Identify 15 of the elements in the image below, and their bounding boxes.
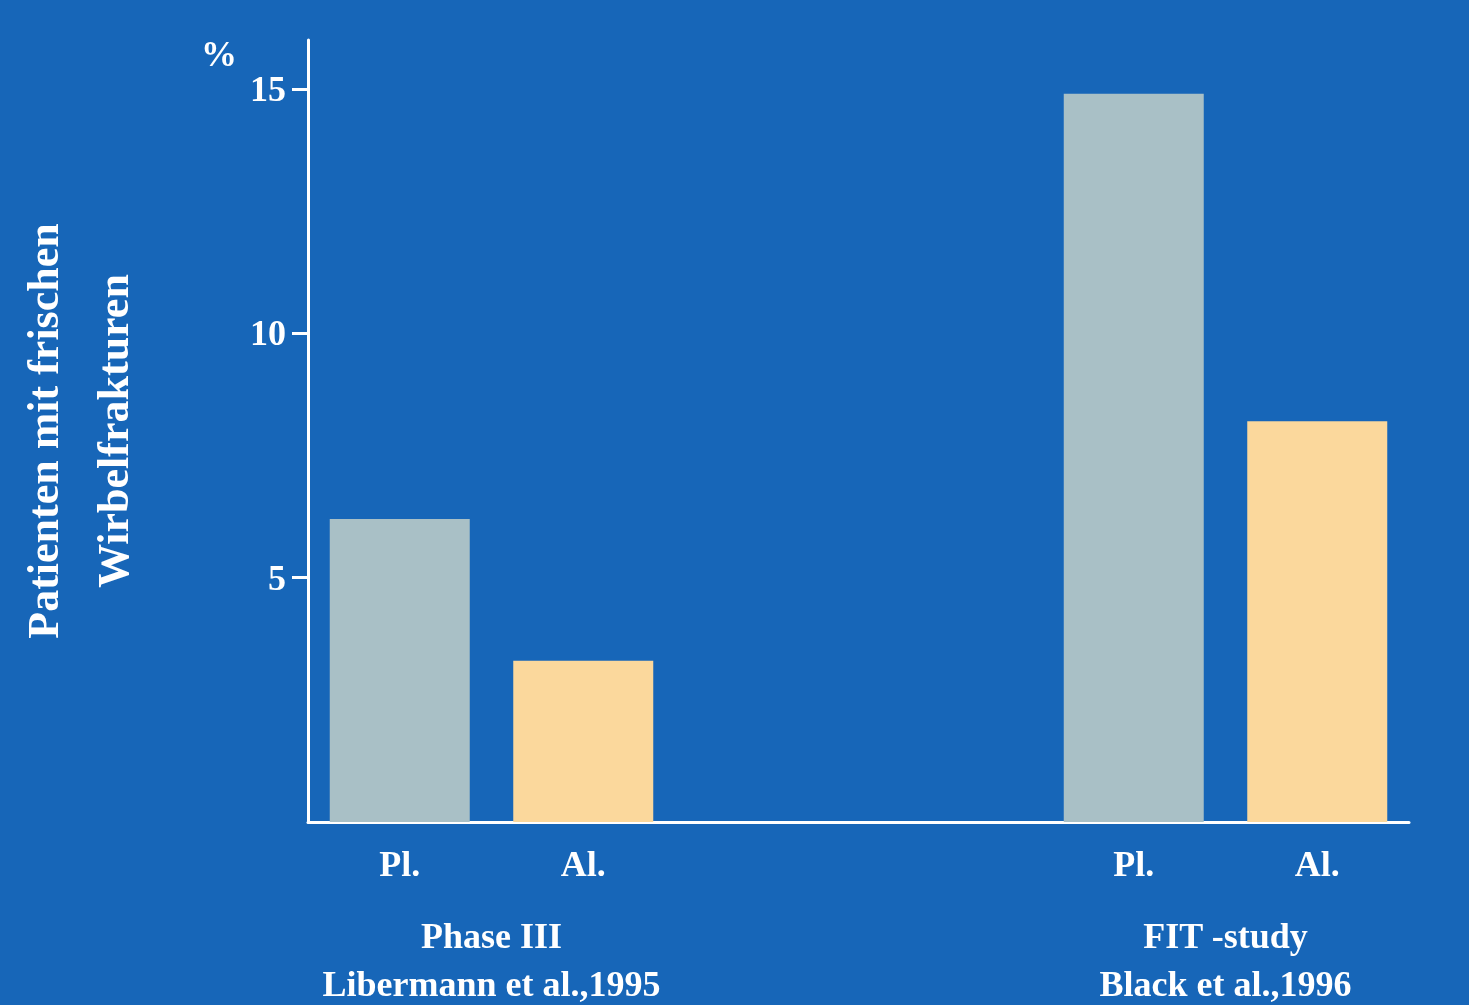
bar (513, 660, 654, 822)
y-tick-label: 10 (250, 313, 286, 354)
bar (1063, 93, 1204, 822)
y-axis-title: Patienten mit frischen Wirbelfrakturen (18, 223, 138, 639)
x-tick-label: Pl. (1113, 844, 1155, 884)
text: % (201, 34, 237, 74)
text: FIT -study Black et al.,1996 (1099, 916, 1352, 1004)
y-tick-label: 15 (250, 68, 286, 109)
x-tick-label: Al. (1294, 844, 1340, 884)
x-tick-label: Al. (560, 844, 606, 884)
y-tick-label: 5 (268, 557, 286, 598)
bar (1247, 421, 1388, 822)
x-tick-label: Pl. (379, 844, 421, 884)
text: Phase III Libermann et al.,1995 (322, 916, 661, 1004)
bar (329, 518, 470, 822)
